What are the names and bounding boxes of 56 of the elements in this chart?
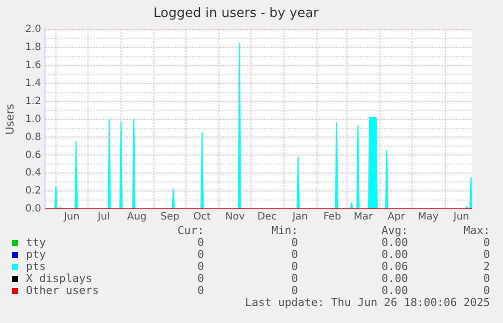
y-tick-label: 1.8 [25, 42, 42, 54]
text: 0 [196, 272, 204, 285]
x-tick-label: Nov [225, 212, 245, 223]
y-tick-label: 0.4 [25, 168, 42, 179]
text: 0 [290, 248, 298, 261]
x-tick-label: Apr [388, 212, 406, 223]
text: 0 [290, 236, 298, 249]
text: Cur: [176, 224, 204, 237]
text: 0 [482, 236, 490, 249]
text: 0.00 [380, 248, 408, 261]
text: Min: [270, 224, 298, 237]
text: 0 [482, 248, 490, 261]
y-tick-label: 2.0 [25, 24, 42, 36]
text: 0 [196, 260, 204, 273]
x-tick-label: Mar [354, 212, 374, 223]
text: 0 [196, 248, 204, 261]
x-tick-label: Jan [291, 212, 308, 223]
x-tick-label: Jul [96, 212, 110, 223]
x-tick-label: Sep [160, 212, 180, 223]
legend-label: pts [25, 260, 47, 273]
x-tick-label: Aug [127, 212, 147, 223]
x-tick-label: Jun [62, 212, 80, 223]
text: Last update: Thu Jun 26 18:00:06 2025 [244, 296, 490, 309]
y-tick-label: 1.6 [25, 60, 42, 72]
legend-label: Other users [25, 284, 100, 297]
y-tick-label: 1.0 [25, 114, 42, 125]
text: 0.06 [380, 260, 408, 273]
text: 0 [290, 260, 298, 273]
x-tick-label: Dec [257, 212, 277, 223]
y-tick-label: 0.2 [25, 186, 42, 197]
y-tick-label: 0.8 [25, 132, 42, 143]
x-tick-label: Feb [323, 212, 342, 223]
text: 0 [290, 284, 298, 297]
text: 0.00 [380, 236, 408, 249]
text: 0 [482, 284, 490, 297]
legend-label: tty [25, 236, 47, 249]
x-tick-label: Jun [452, 212, 470, 223]
text: Avg: [380, 224, 408, 237]
text: 0 [196, 284, 204, 297]
text: 0 [482, 272, 490, 285]
legend-label: X displays [25, 272, 94, 285]
y-axis-title: Users [3, 104, 16, 135]
text: 2 [482, 260, 490, 273]
y-tick-label: 1.4 [25, 78, 42, 90]
x-tick-label: May [418, 212, 439, 223]
chart-title: Logged in users - by year [153, 6, 320, 22]
text: 0.00 [380, 272, 408, 285]
text: 0.00 [380, 284, 408, 297]
text: 0 [290, 272, 298, 285]
y-tick-label: 0.6 [25, 150, 42, 161]
text: Max: [462, 224, 490, 237]
legend-label: pty [25, 248, 47, 261]
y-tick-label: 1.2 [25, 96, 42, 107]
text: 0 [196, 236, 204, 249]
y-tick-label: 0.0 [25, 204, 42, 215]
x-tick-label: Oct [193, 212, 211, 223]
